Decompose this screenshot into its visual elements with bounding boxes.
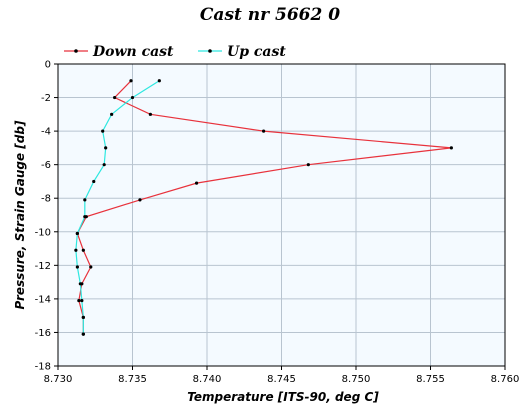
data-point (138, 198, 142, 202)
data-point (449, 146, 453, 150)
y-tick-label: -8 (41, 194, 51, 205)
y-tick-label: 0 (45, 60, 51, 71)
x-axis-label: Temperature [ITS-90, deg C] (187, 390, 379, 404)
y-tick-labels: 0 -2 -4 -6 -8 -10 -12 -14 -16 -18 (35, 60, 51, 373)
data-point (92, 179, 96, 184)
y-tick-label: -14 (35, 294, 51, 305)
data-point (110, 112, 114, 116)
x-tick-label: 8.750 (342, 374, 371, 385)
data-point (102, 163, 106, 167)
y-tick-label: -2 (41, 93, 51, 104)
data-point (306, 163, 310, 167)
x-tick-label: 8.760 (491, 374, 520, 385)
data-point (75, 231, 79, 236)
y-tick-label: -18 (35, 362, 51, 373)
plot-border (57, 63, 506, 367)
y-tick-label: -10 (35, 227, 51, 238)
data-point (101, 129, 105, 133)
data-point (77, 298, 81, 303)
data-point (80, 298, 84, 303)
data-point (83, 215, 87, 219)
data-point (157, 79, 161, 83)
y-axis-label: Pressure, Strain Gauge [db] (13, 120, 27, 309)
data-point (78, 282, 82, 286)
series-line (75, 80, 160, 335)
x-tick-label: 8.755 (416, 374, 445, 385)
series-line (76, 80, 452, 335)
legend-entry-label: Down cast (92, 44, 174, 60)
y-tick-label: -6 (41, 160, 51, 171)
y-tick-label: -16 (35, 328, 51, 339)
data-point (81, 332, 85, 336)
y-tick-label: -4 (41, 127, 51, 138)
data-point (81, 315, 85, 319)
data-point (74, 248, 78, 252)
series-layer (74, 79, 453, 336)
chart-title: Cast nr 5662 0 (200, 5, 340, 25)
x-tick-label: 8.745 (267, 374, 296, 385)
legend: Down cast Up cast (64, 44, 286, 60)
data-point (148, 112, 152, 116)
x-tick-label: 8.735 (118, 374, 147, 385)
series-up-cast (74, 79, 161, 336)
y-tick-label: -12 (35, 261, 51, 272)
legend-swatch-marker (74, 49, 78, 53)
legend-swatch-marker (208, 49, 212, 53)
data-point (89, 265, 93, 269)
axes (54, 63, 506, 370)
legend-entry-label: Up cast (227, 44, 286, 60)
data-point (194, 181, 199, 185)
data-point (81, 248, 85, 252)
x-tick-label: 8.740 (193, 374, 222, 385)
data-point (75, 265, 79, 269)
data-point (83, 198, 87, 202)
data-point (113, 95, 117, 100)
data-point (129, 79, 133, 83)
data-point (262, 129, 266, 133)
data-point (130, 95, 135, 100)
data-point (104, 146, 108, 150)
x-tick-label: 8.730 (44, 374, 73, 385)
x-tick-labels: 8.730 8.735 8.740 8.745 8.750 8.755 8.760 (44, 374, 520, 385)
